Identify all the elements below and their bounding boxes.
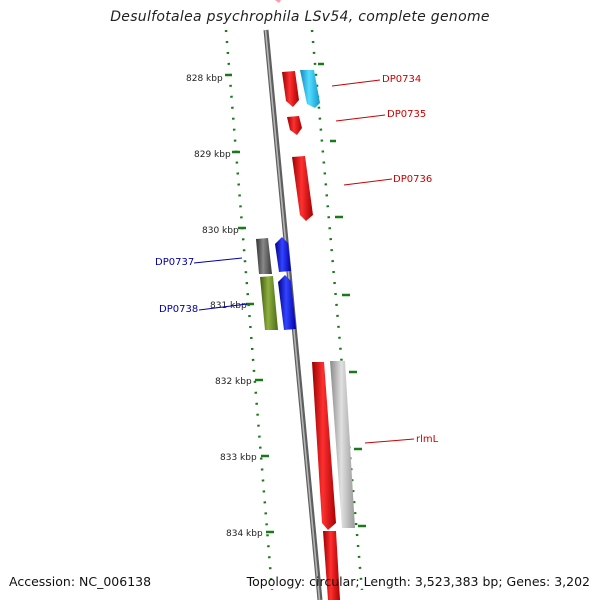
- gene-rlml-neighbor: [330, 361, 355, 528]
- gene-dp0737-adjacent: [275, 237, 291, 272]
- gene-dp0734: [282, 71, 299, 107]
- tick-label-833: 833 kbp: [220, 453, 257, 463]
- leader-dp0738: [198, 303, 248, 311]
- leader-dp0734: [331, 79, 381, 87]
- gene-label-rlml[interactable]: rlmL: [416, 434, 439, 445]
- gene-label-dp0737[interactable]: DP0737: [155, 257, 194, 268]
- genome-title: Desulfotalea psychrophila LSv54, complet…: [110, 9, 490, 25]
- gene-dp0734-adjacent: [300, 70, 320, 108]
- gene-labels: DP0734 DP0735 DP0736 DP0737 DP0738 rlmL: [155, 74, 439, 445]
- gene-dp0736: [292, 156, 313, 221]
- leader-dp0735: [335, 114, 386, 122]
- gene-dp0738-adjacent: [278, 275, 296, 330]
- genes-forward: [282, 70, 355, 600]
- leader-lines: [193, 79, 415, 444]
- tick-label-832: 832 kbp: [215, 377, 252, 387]
- tick-label-829: 829 kbp: [194, 150, 231, 160]
- leader-dp0736: [343, 178, 393, 186]
- tick-label-828: 828 kbp: [186, 74, 223, 84]
- gene-label-dp0734[interactable]: DP0734: [382, 74, 421, 85]
- tick-label-830: 830 kbp: [202, 226, 239, 236]
- gene-dp0735: [287, 116, 302, 135]
- gene-bottom-red: [323, 531, 340, 600]
- leader-rlml: [364, 438, 415, 444]
- right-track-dashes: [318, 62, 366, 528]
- gene-label-dp0738[interactable]: DP0738: [159, 304, 198, 315]
- gene-fragment-top: [275, 0, 281, 3]
- tick-marks: [225, 73, 274, 534]
- leader-dp0737: [193, 257, 243, 264]
- genome-summary-text: Topology: circular; Length: 3,523,383 bp…: [246, 574, 590, 589]
- gene-dp0738: [260, 276, 278, 330]
- gene-label-dp0736[interactable]: DP0736: [393, 174, 432, 185]
- accession-text: Accession: NC_006138: [9, 574, 152, 589]
- tick-label-834: 834 kbp: [226, 529, 263, 539]
- gene-label-dp0735[interactable]: DP0735: [387, 109, 426, 120]
- gene-dp0737: [256, 238, 272, 274]
- genes-reverse: [256, 237, 296, 330]
- right-dotted-track: [310, 29, 364, 591]
- gene-rlml: [312, 362, 336, 530]
